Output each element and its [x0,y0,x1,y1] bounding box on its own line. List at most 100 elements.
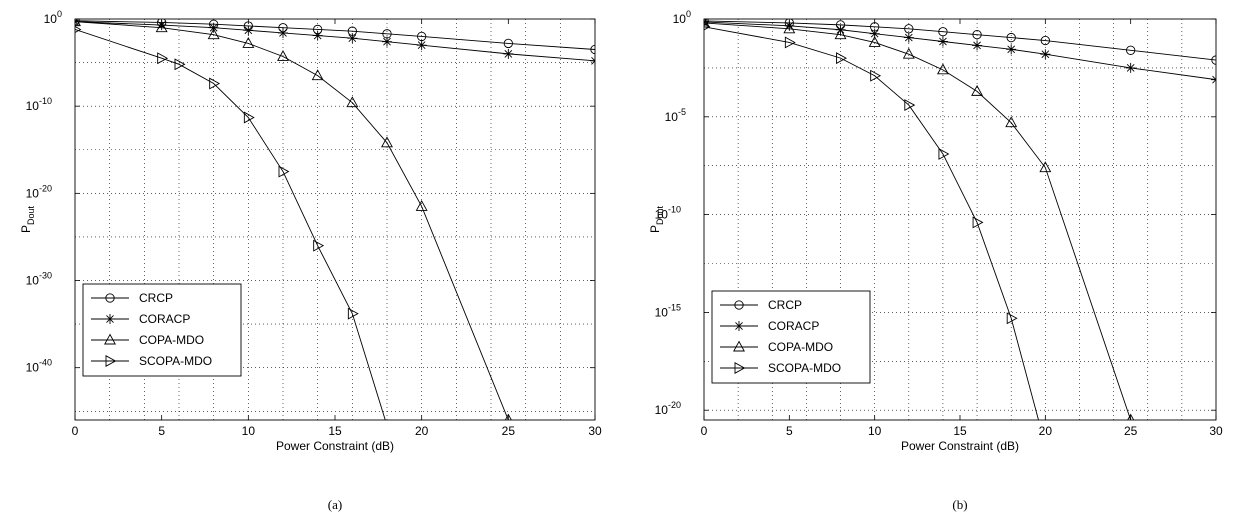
data-point-crcp [1211,55,1216,65]
data-point-scopa-mdo [704,23,711,31]
data-point-scopa-mdo [243,111,255,124]
x-tick-label: 25 [1124,424,1138,438]
data-point-crcp [972,29,982,40]
x-tick-label: 20 [415,424,429,438]
data-point-scopa-mdo [904,99,916,112]
data-point-crcp [704,19,709,26]
legend-marker [734,300,744,310]
data-point-coracp [208,22,219,33]
data-point-crcp [590,44,595,55]
x-tick-label: 0 [701,424,708,438]
data-point-copa-mdo [834,28,847,40]
data-point-copa-mdo [207,28,220,40]
data-point-copa-mdo [1127,413,1135,420]
data-point-copa-mdo [346,96,359,108]
x-tick-label: 0 [72,424,79,438]
data-point-copa-mdo [75,19,81,27]
legend-entry-crcp: CRCP [768,298,802,312]
legend-marker [105,314,115,324]
data-point-coracp [1211,74,1216,85]
x-tick-label: 5 [158,424,165,438]
data-point-copa-mdo [704,19,710,28]
chart-panel-b: 0 5 10 15 20 25 3010010-510-1010-1510-20Power … [648,9,1223,512]
data-point-coracp [347,33,358,44]
data-point-scopa-mdo [174,58,186,71]
data-point-copa-mdo [277,50,289,61]
series-line-scopa-mdo [75,29,386,420]
legend-marker [105,293,115,303]
data-point-coracp [1040,49,1051,60]
series-line-copa-mdo [704,22,1132,420]
legend: CRCP CORACP COPA-MDO SCOPA-MDO [82,283,242,377]
x-axis-label: Power Constraint (dB) [901,439,1019,453]
y-tick-label: 100 [44,9,62,26]
series-line-crcp [75,20,595,50]
chart-panel-a: 0 5 10 15 20 25 30 100 10-10 10-20 10-30 10-40 Power… [19,9,602,512]
y-tick-label: 10-10 [26,96,52,113]
data-point-scopa-mdo [278,165,290,178]
data-point-copa-mdo [311,69,324,81]
y-tick-label: 10-30 [26,271,52,288]
data-point-scopa-mdo [157,52,169,65]
data-point-scopa-mdo [938,148,950,160]
legend-marker [105,355,117,367]
data-point-coracp [278,27,288,38]
series-line-scopa-mdo [704,26,1039,420]
y-axis-label: PDout [19,205,36,233]
x-tick-label: 15 [953,424,967,438]
data-point-coracp [903,32,914,43]
data-point-coracp [869,28,880,39]
legend-entry-coracp: CORACP [768,319,819,333]
data-point-coracp [972,40,983,51]
legend-entry-coracp: CORACP [139,312,190,326]
y-tick-label: 10-5 [665,107,686,124]
legend-entry-copa-mdo: COPA-MDO [139,333,204,347]
data-point-crcp [938,27,948,37]
data-point-copa-mdo [936,63,949,75]
data-point-coracp [416,40,427,51]
data-point-coracp [1125,62,1136,73]
x-tick-label: 30 [1209,424,1223,438]
data-point-scopa-mdo [313,239,325,252]
data-point-copa-mdo [504,413,512,420]
data-point-copa-mdo [868,36,881,47]
x-tick-label: 15 [328,424,342,438]
data-point-coracp [937,36,948,47]
data-point-coracp [382,36,392,47]
y-tick-label: 10-40 [26,358,52,375]
legend-marker [104,333,116,345]
data-point-crcp [1006,32,1016,43]
x-tick-label: 5 [786,424,793,438]
y-axis-label: PDout [648,205,665,233]
x-tick-label: 10 [868,424,882,438]
legend-entry-copa-mdo: COPA-MDO [768,340,833,354]
series-line-copa-mdo [75,21,509,420]
grid [704,19,1216,420]
data-point-crcp [1126,45,1136,55]
data-point-coracp [156,20,167,31]
series-line-crcp [704,20,1216,61]
series-group [704,19,1216,420]
data-point-coracp [1006,44,1017,55]
x-tick-label: 25 [502,424,516,438]
figure-caption: (b) [952,497,967,512]
data-point-copa-mdo [415,199,428,211]
y-tick-label: 10-20 [655,400,681,417]
data-point-copa-mdo [902,47,915,59]
x-tick-label: 10 [242,424,256,438]
data-point-crcp [1040,35,1050,46]
data-point-scopa-mdo [870,69,882,82]
data-point-copa-mdo [381,136,393,148]
legend-marker [734,321,744,331]
y-tick-label: 10-15 [655,302,681,319]
legend-entry-scopa-mdo: SCOPA-MDO [768,361,841,375]
data-point-scopa-mdo [972,216,984,229]
legend: CRCP CORACP COPA-MDO SCOPA-MDO [711,290,871,384]
y-tick-label: 100 [673,9,691,26]
data-point-copa-mdo [783,22,796,34]
legend-marker [734,362,746,374]
data-point-copa-mdo [242,36,255,48]
data-point-coracp [503,48,514,59]
data-point-copa-mdo [1039,161,1052,173]
x-tick-label: 30 [588,424,602,438]
